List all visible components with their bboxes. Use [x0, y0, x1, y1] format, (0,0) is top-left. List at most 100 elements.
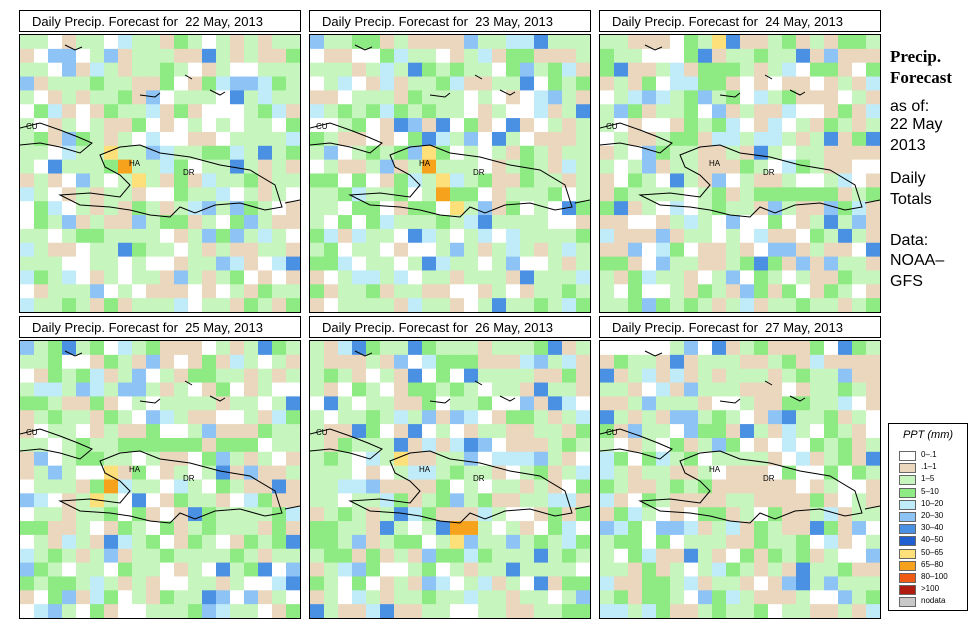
precip-cell: [90, 368, 105, 384]
panel-title: Daily Precip. Forecast for 25 May, 2013: [19, 316, 301, 338]
precip-cell: [740, 76, 755, 91]
precip-cell: [244, 465, 259, 480]
precip-cell: [768, 604, 783, 618]
precip-cell: [506, 576, 521, 591]
precip-cell: [866, 48, 880, 64]
precip-cell: [216, 256, 231, 271]
precip-cell: [132, 548, 147, 564]
precip-cell: [244, 521, 259, 536]
precip-cell: [230, 187, 245, 202]
legend-item: 40–50: [899, 535, 965, 547]
haiti-label: HA: [129, 465, 141, 474]
precip-cell: [562, 90, 577, 105]
coastline: [574, 505, 590, 510]
precip-cell: [754, 437, 769, 453]
precip-cell: [824, 131, 839, 147]
precip-cell: [338, 118, 353, 133]
precip-cell: [450, 118, 465, 133]
precip-cell: [838, 451, 853, 467]
precip-cell: [628, 590, 643, 605]
precip-cell: [712, 507, 727, 522]
precip-cell: [146, 131, 161, 147]
precip-cell: [768, 479, 783, 494]
precip-cell: [160, 215, 175, 230]
precip-cell: [436, 228, 451, 244]
precip-cell: [48, 242, 63, 258]
precip-cell: [824, 576, 839, 591]
precip-cell: [656, 215, 671, 230]
precip-cell: [34, 187, 49, 202]
precip-cell: [726, 131, 741, 147]
precip-cell: [740, 242, 755, 258]
precip-cell: [310, 341, 325, 356]
precip-cell: [838, 534, 853, 550]
precip-cell: [62, 534, 77, 550]
precip-cell: [286, 201, 300, 216]
precip-cell: [478, 228, 493, 244]
precip-cell: [478, 173, 493, 188]
precip-cell: [492, 242, 507, 258]
precip-grid: [310, 35, 590, 312]
precip-cell: [324, 131, 339, 147]
precip-cell: [174, 341, 189, 356]
precip-cell: [132, 242, 147, 258]
precip-cell: [492, 507, 507, 522]
precip-cell: [146, 354, 161, 370]
precip-cell: [366, 479, 381, 494]
precip-cell: [628, 368, 643, 384]
precip-cell: [614, 90, 629, 105]
forecast-panel-3: Daily Precip. Forecast for 24 May, 2013 …: [599, 10, 881, 313]
precip-cell: [492, 562, 507, 577]
precip-cell: [380, 242, 395, 258]
precip-cell: [62, 507, 77, 522]
coastline: [184, 74, 193, 80]
precip-cell: [450, 382, 465, 397]
precip-cell: [62, 604, 77, 618]
precip-cell: [104, 270, 119, 285]
precip-cell: [174, 521, 189, 536]
precip-cell: [866, 548, 880, 564]
precip-cell: [76, 493, 91, 508]
precip-cell: [628, 284, 643, 299]
precip-cell: [796, 590, 811, 605]
precip-cell: [132, 521, 147, 536]
precip-cell-high: [118, 159, 132, 174]
precip-cell: [642, 382, 657, 397]
precip-cell: [160, 493, 175, 508]
precip-cell: [464, 465, 479, 480]
precip-cell: [146, 48, 161, 64]
precip-cell: [600, 284, 615, 299]
precip-cell: [810, 256, 825, 271]
precip-cell: [852, 298, 867, 312]
precip-cell: [600, 159, 615, 174]
precip-cell: [810, 368, 825, 384]
precip-cell: [48, 548, 63, 564]
precip-cell: [506, 590, 521, 605]
precip-cell: [20, 368, 35, 384]
precip-cell: [48, 270, 63, 285]
precip-cell: [740, 424, 755, 439]
precip-cell: [366, 521, 381, 536]
precip-cell: [408, 562, 423, 577]
precip-cell: [740, 437, 755, 453]
precip-cell: [62, 270, 77, 285]
precip-cell: [628, 479, 643, 494]
precip-cell: [628, 145, 643, 161]
precip-cell: [670, 534, 685, 550]
precip-cell: [34, 35, 49, 50]
precip-cell: [562, 479, 577, 494]
precip-cell: [34, 396, 49, 411]
precip-cell: [118, 424, 133, 439]
precip-cell: [576, 576, 590, 591]
precip-cell: [712, 424, 727, 439]
precip-cell: [118, 534, 133, 550]
precip-cell: [34, 215, 49, 230]
precip-cell: [118, 576, 133, 591]
coastline: [499, 89, 516, 96]
precip-cell: [202, 256, 217, 271]
precip-cell: [380, 48, 395, 64]
precip-cell: [754, 187, 769, 202]
precip-cell: [202, 368, 217, 384]
precip-cell: [506, 270, 521, 285]
precip-cell: [310, 228, 325, 244]
